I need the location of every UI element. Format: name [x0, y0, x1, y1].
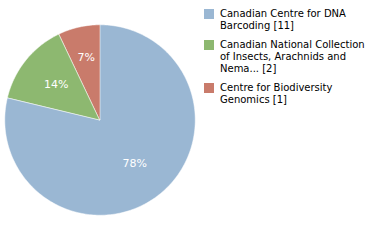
- svg-text:7%: 7%: [78, 51, 95, 64]
- svg-text:78%: 78%: [122, 157, 146, 170]
- html-text:Canadian National Collection o: Canadian National Collection of Insects,…: [220, 39, 365, 74]
- svg-text:14%: 14%: [44, 78, 68, 91]
- html-text:Centre for Biodiversity Genomi: Centre for Biodiversity Genomics [1]: [220, 82, 333, 105]
- html-text:Canadian Centre for DNA Barcod: Canadian Centre for DNA Barcoding [11]: [220, 8, 346, 31]
